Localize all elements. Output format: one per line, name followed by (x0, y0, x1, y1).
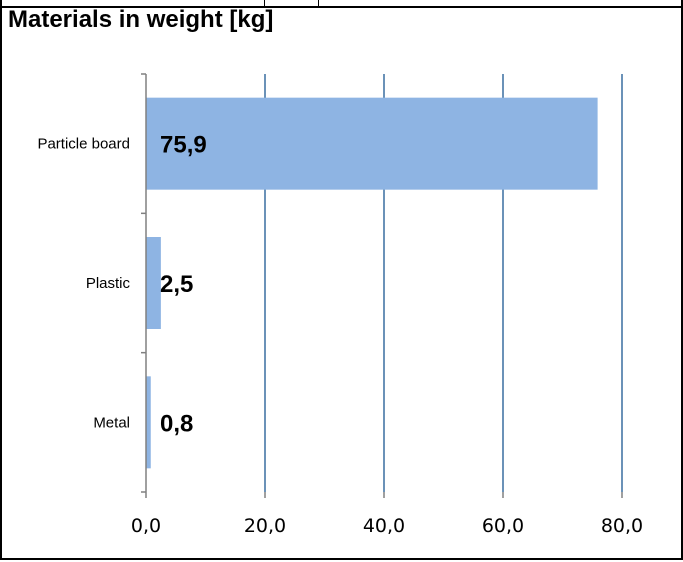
category-label: Particle board (37, 136, 130, 153)
cell-divider (318, 0, 319, 6)
bar (146, 97, 598, 190)
x-tick-label: 40,0 (363, 515, 405, 537)
data-label: 2,5 (160, 271, 193, 298)
x-tick-label: 20,0 (244, 515, 286, 537)
cell-divider (264, 0, 265, 6)
x-tick-label: 60,0 (482, 515, 524, 537)
x-tick-label: 80,0 (601, 515, 643, 537)
bar (146, 376, 151, 469)
x-tick-label: 0,0 (131, 515, 161, 537)
category-label: Metal (93, 414, 130, 431)
category-label: Plastic (86, 275, 131, 292)
top-border-strip (0, 0, 683, 8)
data-label: 75,9 (160, 132, 207, 159)
chart-title: Materials in weight [kg] (8, 6, 274, 33)
data-label: 0,8 (160, 410, 193, 437)
bar (146, 237, 161, 329)
